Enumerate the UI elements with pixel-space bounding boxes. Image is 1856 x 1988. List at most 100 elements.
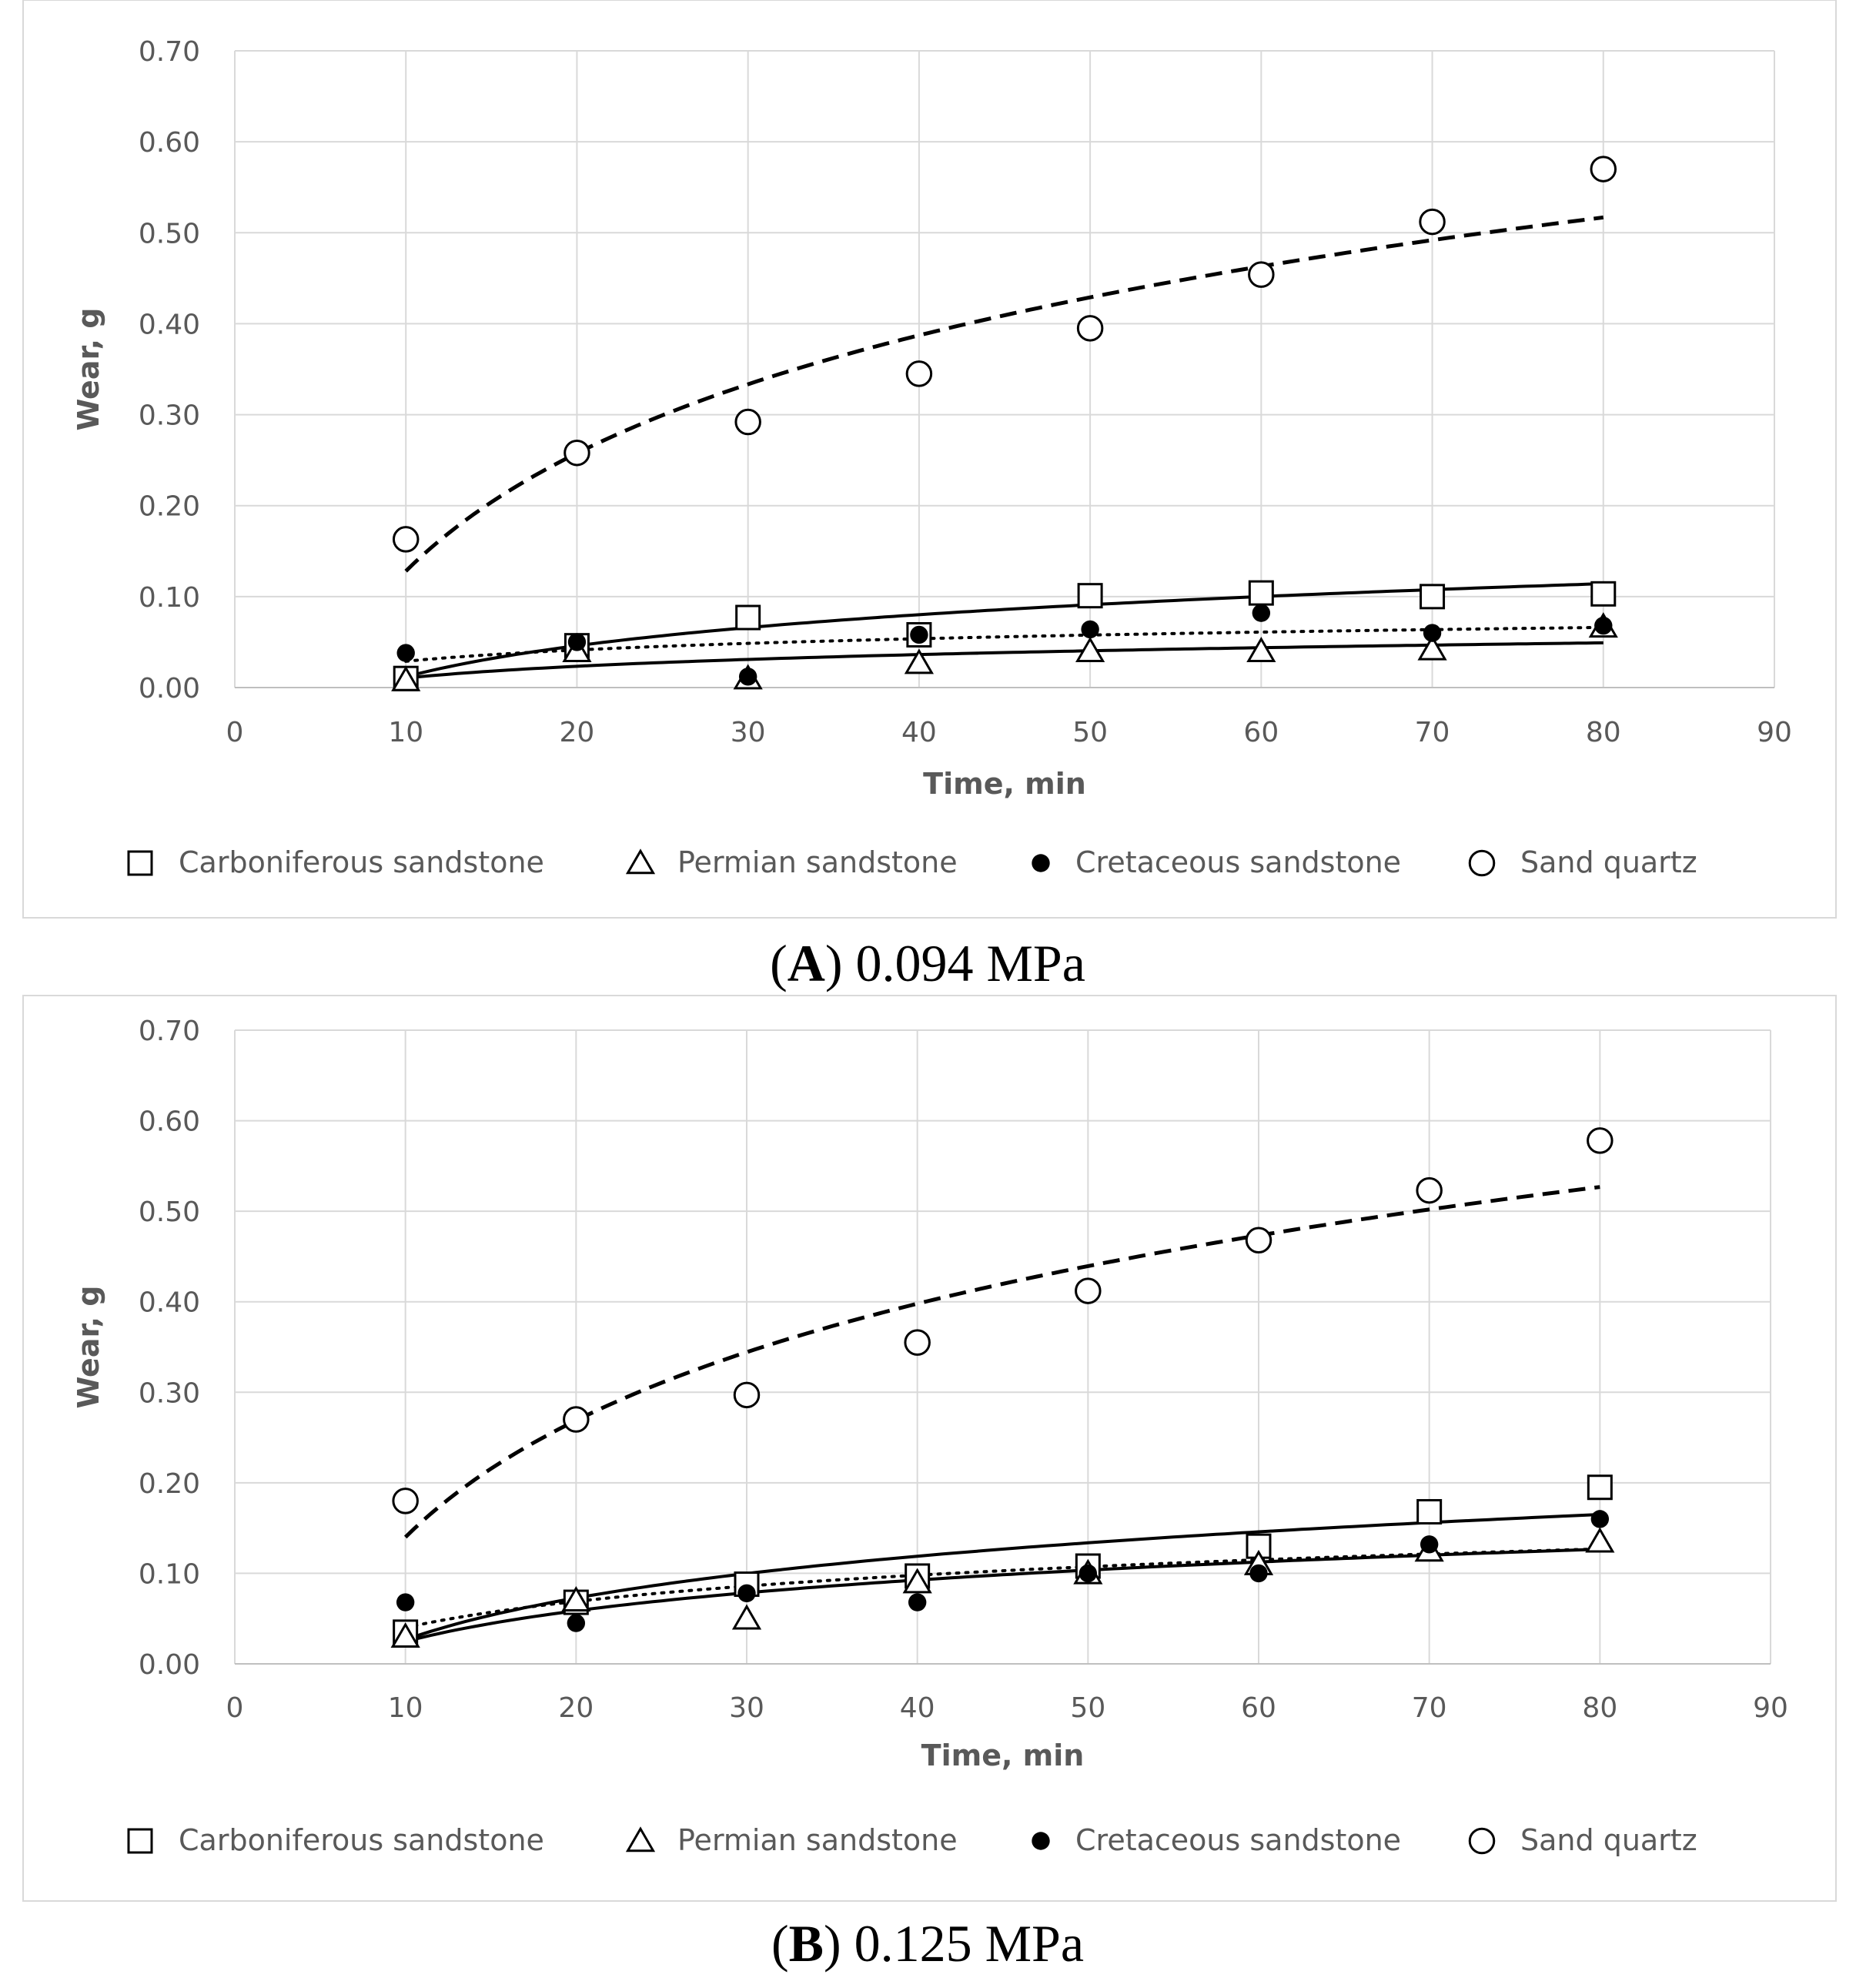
legend-label: Permian sandstone (677, 845, 958, 879)
data-point-open-circle (905, 360, 933, 387)
legend-open-triangle-icon (625, 848, 656, 875)
x-tick-label: 60 (1241, 1692, 1276, 1724)
data-point-open-triangle (561, 1585, 591, 1611)
data-point-open-circle (1075, 1277, 1102, 1304)
data-point-open-square (1587, 1474, 1613, 1501)
data-point-filled-circle (1252, 604, 1271, 622)
data-point-open-circle (1248, 261, 1275, 288)
data-point-open-circle (392, 1488, 419, 1514)
data-point-open-circle (1416, 1176, 1443, 1204)
caption-letter: B (789, 1914, 824, 1973)
data-point-filled-circle (1078, 1564, 1098, 1583)
x-tick-label: 70 (1412, 1692, 1447, 1724)
y-tick-label: 0.70 (139, 1016, 200, 1047)
x-tick-label: 60 (1243, 717, 1279, 748)
data-point-filled-circle (1249, 1564, 1268, 1583)
data-point-open-square (1248, 580, 1274, 606)
x-tick-label: 40 (900, 1692, 935, 1724)
legend-label: Sand quartz (1520, 1823, 1697, 1857)
trendline-open-triangle (406, 641, 1604, 680)
data-point-open-circle (1245, 1227, 1272, 1254)
data-point-open-circle (563, 439, 590, 467)
x-tick-label: 0 (226, 717, 244, 748)
x-tick-label: 50 (1070, 1692, 1105, 1724)
data-point-open-circle (563, 1406, 590, 1433)
y-tick-label: 0.60 (139, 1106, 200, 1138)
data-point-open-circle (1587, 1127, 1614, 1154)
legend-filled-circle-icon (1032, 1832, 1050, 1850)
y-tick-label: 0.10 (139, 1558, 200, 1590)
data-point-open-square (1590, 581, 1617, 607)
data-point-filled-circle (910, 625, 928, 644)
data-point-open-circle (904, 1329, 931, 1356)
data-point-filled-circle (737, 1584, 756, 1602)
x-tick-label: 30 (729, 1692, 764, 1724)
chart-panel-b: 0.00 0.10 0.20 0.30 0.40 0.50 0.60 0.70 0 10 20 30 4… (22, 995, 1837, 1973)
x-axis-title: Time, min (921, 1739, 1085, 1772)
legend-label: Carboniferous sandstone (179, 1823, 544, 1857)
data-point-open-square (735, 604, 761, 631)
x-tick-label: 40 (901, 717, 937, 748)
data-point-filled-circle (1590, 1510, 1610, 1528)
legend-open-square-icon (127, 850, 153, 876)
data-point-open-triangle (391, 665, 421, 691)
x-tick-label: 10 (388, 717, 423, 748)
x-tick-label: 80 (1586, 717, 1621, 748)
y-tick-label: 0.70 (139, 36, 200, 68)
data-point-open-circle (734, 408, 761, 436)
y-tick-label: 0.30 (139, 1377, 200, 1409)
data-point-filled-circle (396, 1593, 415, 1611)
y-tick-label: 0.50 (139, 218, 200, 249)
x-tick-label: 90 (1753, 1692, 1788, 1724)
y-tick-label: 0.40 (139, 309, 200, 340)
trendline-open-square (405, 1513, 1600, 1642)
data-point-open-triangle (1246, 636, 1276, 662)
data-point-filled-circle (396, 644, 415, 662)
data-point-open-circle (392, 526, 420, 553)
legend-label: Carboniferous sandstone (179, 845, 544, 879)
caption-open-paren: ( (771, 1914, 789, 1973)
x-tick-label: 30 (731, 717, 766, 748)
y-tick-label: 0.00 (139, 1649, 200, 1681)
data-point-open-triangle (731, 1604, 762, 1630)
legend-label: Permian sandstone (677, 1823, 958, 1857)
data-point-open-square (1416, 1498, 1443, 1524)
data-point-filled-circle (1420, 1535, 1439, 1554)
data-point-filled-circle (1081, 620, 1099, 639)
x-tick-label: 10 (388, 1692, 423, 1724)
trendline-filled-circle (404, 625, 1605, 663)
trendline-open-circle (404, 215, 1604, 573)
y-tick-label: 0.50 (139, 1196, 200, 1228)
legend-open-circle-icon (1468, 849, 1496, 877)
data-point-filled-circle (567, 1614, 586, 1632)
data-point-open-triangle (390, 1622, 420, 1648)
data-point-open-square (1077, 583, 1103, 609)
y-tick-label: 0.60 (139, 127, 200, 159)
x-tick-label: 80 (1582, 1692, 1617, 1724)
panel-caption: (B) 0.125 MPa (771, 1914, 1084, 1973)
data-point-open-circle (1419, 208, 1446, 236)
data-point-open-square (1420, 584, 1446, 610)
legend-open-circle-icon (1468, 1827, 1496, 1855)
y-tick-label: 0.10 (139, 582, 200, 614)
y-axis-title: Wear, g (72, 1286, 105, 1409)
data-point-filled-circle (1423, 624, 1442, 642)
x-tick-label: 0 (226, 1692, 244, 1724)
caption-pressure: ) 0.125 MPa (824, 1914, 1084, 1973)
y-tick-label: 0.20 (139, 1468, 200, 1500)
caption-pressure: ) 0.094 MPa (825, 934, 1085, 992)
x-tick-label: 70 (1415, 717, 1450, 748)
chart-frame (22, 995, 1837, 1902)
legend-open-square-icon (127, 1828, 153, 1854)
data-point-open-circle (733, 1381, 761, 1409)
x-tick-label: 50 (1072, 717, 1108, 748)
caption-letter: A (788, 934, 825, 992)
data-point-open-triangle (904, 648, 934, 674)
x-tick-label: 90 (1757, 717, 1792, 748)
trendline-open-square (405, 582, 1604, 678)
y-tick-label: 0.00 (139, 673, 200, 705)
legend-open-triangle-icon (625, 1826, 656, 1852)
data-point-open-triangle (1417, 634, 1447, 661)
data-point-filled-circle (1594, 616, 1613, 635)
